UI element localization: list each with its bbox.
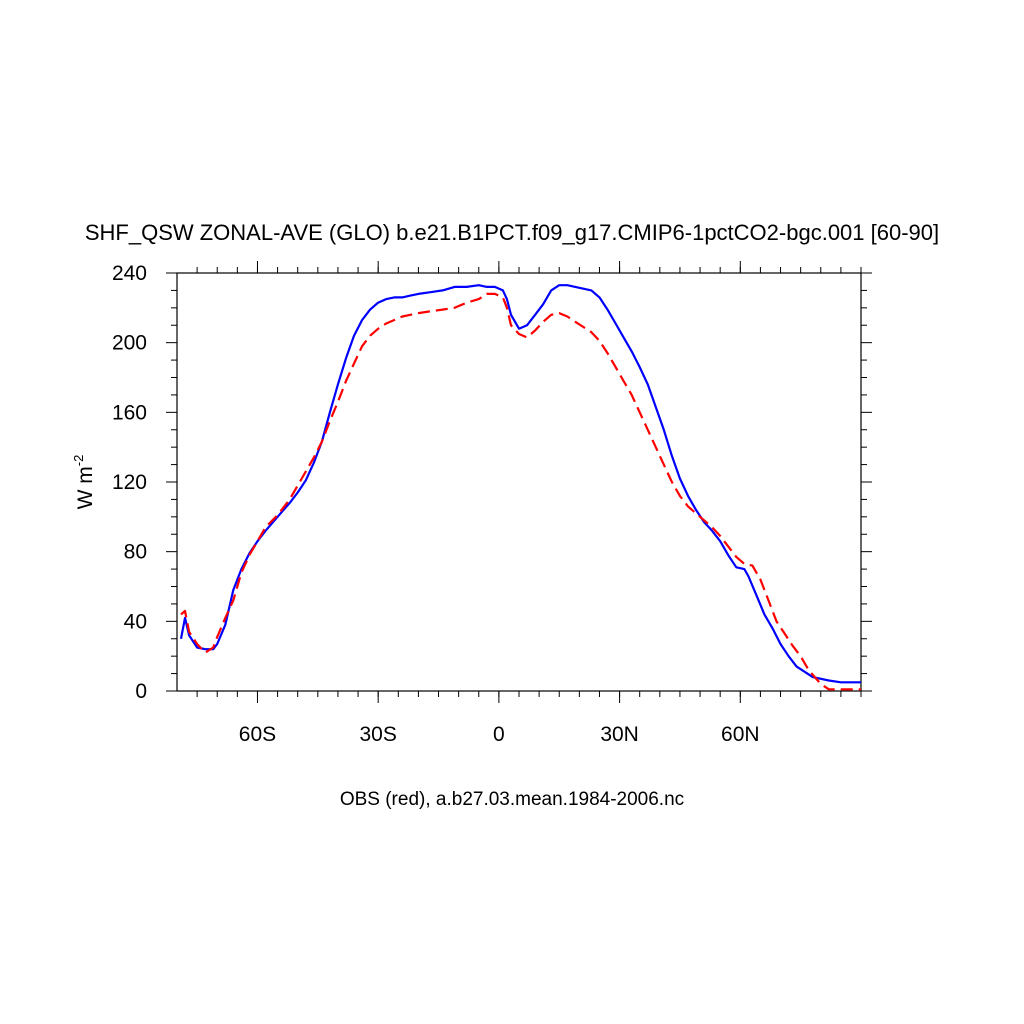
y-axis-label-exponent: -2 xyxy=(71,455,86,467)
chart-title: SHF_QSW ZONAL-AVE (GLO) b.e21.B1PCT.f09_… xyxy=(85,220,939,245)
y-axis-label-text: W m xyxy=(74,466,97,509)
x-tick-label: 30S xyxy=(359,723,396,746)
y-tick-label: 160 xyxy=(112,401,147,424)
axis-ticks: 0 40 80 120 160 200 240 60S 30S 0 30N 60N xyxy=(112,261,872,746)
y-tick-label: 200 xyxy=(112,332,147,355)
x-tick-label: 30N xyxy=(600,723,639,746)
y-tick-label: 80 xyxy=(124,541,147,564)
series-group xyxy=(179,284,861,691)
y-tick-label: 40 xyxy=(124,610,147,633)
y-tick-label: 240 xyxy=(112,262,147,285)
x-tick-label: 60N xyxy=(721,723,760,746)
y-tick-label: 0 xyxy=(135,680,147,703)
x-tick-label: 60S xyxy=(239,723,276,746)
y-axis-label: W m-2 xyxy=(71,455,97,510)
x-tick-label: 0 xyxy=(493,723,505,746)
plot-frame xyxy=(176,272,862,692)
series-line-1 xyxy=(180,292,861,691)
plot-area xyxy=(176,272,862,692)
y-tick-label: 120 xyxy=(112,471,147,494)
series-line-0 xyxy=(179,284,861,684)
x-axis-label: OBS (red), a.b27.03.mean.1984-2006.nc xyxy=(340,789,684,810)
